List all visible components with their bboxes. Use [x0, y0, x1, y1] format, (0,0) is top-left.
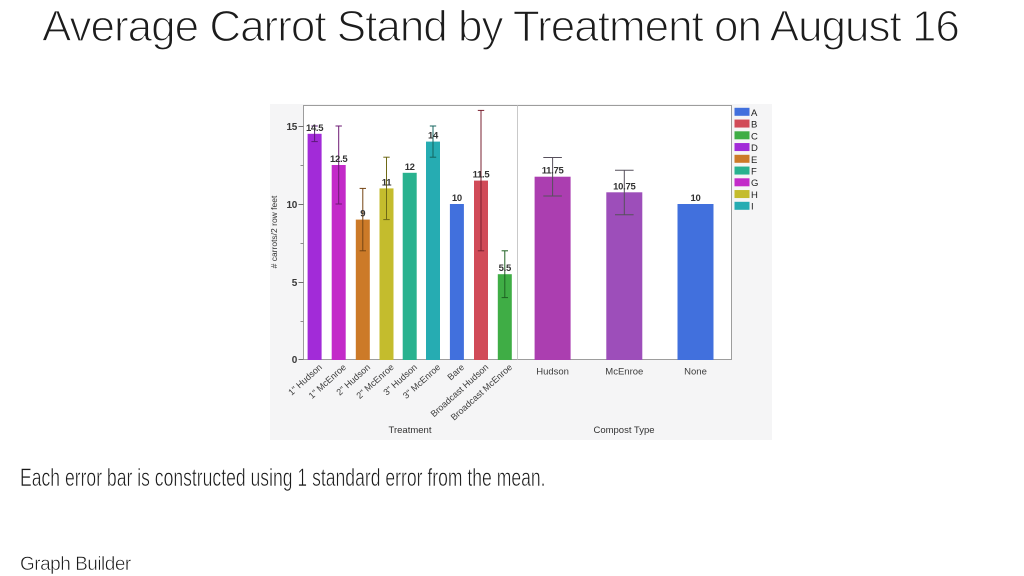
svg-text:12: 12 — [405, 162, 415, 173]
svg-text:10.75: 10.75 — [613, 181, 636, 192]
svg-text:H: H — [751, 190, 758, 201]
svg-text:A: A — [751, 108, 758, 119]
svg-text:11.75: 11.75 — [542, 166, 565, 177]
svg-text:10: 10 — [286, 200, 297, 211]
svg-text:0: 0 — [292, 355, 298, 366]
svg-text:Compost Type: Compost Type — [593, 425, 654, 436]
svg-text:F: F — [751, 167, 757, 178]
svg-text:None: None — [684, 367, 707, 378]
svg-text:14.5: 14.5 — [306, 123, 324, 134]
svg-text:McEnroe: McEnroe — [605, 367, 643, 378]
svg-text:B: B — [751, 120, 757, 131]
svg-text:10: 10 — [691, 193, 701, 204]
svg-text:Treatment: Treatment — [389, 425, 432, 436]
svg-text:12.5: 12.5 — [330, 154, 348, 165]
svg-text:I: I — [751, 202, 754, 213]
svg-text:# carrots/2 row feet: # carrots/2 row feet — [269, 195, 279, 268]
svg-text:15: 15 — [286, 122, 297, 133]
svg-text:11: 11 — [382, 177, 392, 188]
svg-text:C: C — [751, 131, 758, 142]
svg-text:11.5: 11.5 — [473, 170, 491, 181]
svg-text:9: 9 — [360, 209, 365, 220]
svg-text:5.5: 5.5 — [499, 263, 512, 274]
svg-text:5: 5 — [292, 278, 298, 289]
svg-text:10: 10 — [452, 193, 462, 204]
svg-text:E: E — [751, 155, 757, 166]
svg-text:G: G — [751, 178, 758, 189]
svg-text:Hudson: Hudson — [536, 367, 569, 378]
svg-text:D: D — [751, 143, 758, 154]
svg-text:14: 14 — [428, 131, 439, 142]
